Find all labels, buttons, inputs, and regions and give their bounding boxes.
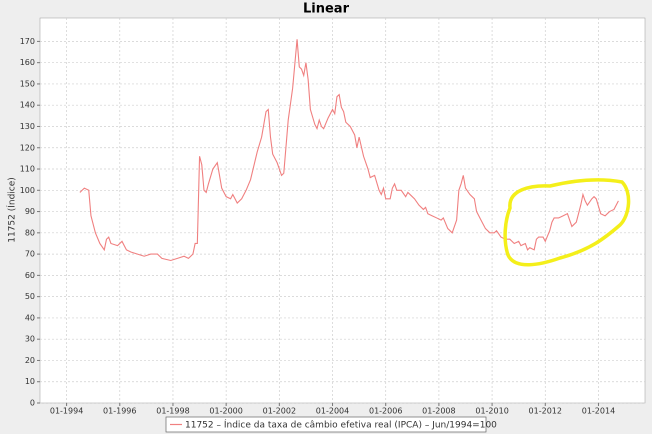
y-tick-label: 50 [25,292,35,301]
chart-title: Linear [303,2,350,17]
data-line [79,39,619,262]
x-tick-label: 01-1998 [156,407,189,416]
y-tick-label: 90 [25,207,35,216]
y-tick-label: 10 [25,377,35,386]
y-tick-label: 130 [20,122,35,131]
x-tick-label: 01-2014 [582,407,615,416]
x-tick-label: 01-2012 [529,407,562,416]
y-tick-label: 20 [25,356,35,365]
y-tick-label: 140 [20,101,35,110]
y-tick-label: 0 [30,399,35,408]
x-tick-label: 01-1996 [103,407,136,416]
x-tick-label: 01-2004 [316,407,349,416]
x-tick-label: 01-2000 [209,407,242,416]
x-tick-label: 01-2002 [263,407,296,416]
legend [165,416,487,433]
x-tick-label: 01-1994 [50,407,83,416]
x-tick-label: 01-2010 [475,407,508,416]
marks [79,39,619,262]
y-tick-label: 160 [20,58,35,67]
y-tick-label: 30 [25,335,35,344]
legend-label: 11752 – Índice da taxa de câmbio efetiva… [185,419,497,431]
grid [40,18,645,404]
y-tick-label: 150 [20,79,35,88]
y-tick-label: 40 [25,313,35,322]
y-tick-label: 120 [20,143,35,152]
y-tick-label: 60 [25,271,35,280]
x-tick-label: 01-2006 [369,407,402,416]
y-tick-label: 100 [20,186,35,195]
highlight-ellipse [503,178,631,267]
y-tick-label: 70 [25,250,35,259]
plot-area [39,17,646,404]
y-axis-label: 11752 (Índice) [6,177,18,243]
y-tick-label: 80 [25,228,35,237]
y-tick-label: 110 [20,165,35,174]
y-tick-label: 170 [20,37,35,46]
x-tick-label: 01-2008 [422,407,455,416]
